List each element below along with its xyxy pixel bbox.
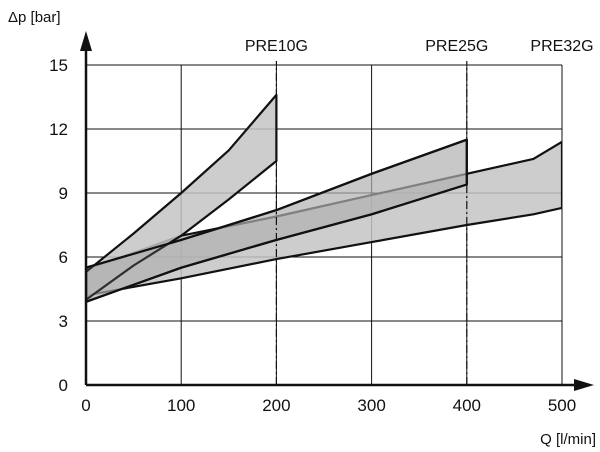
x-tick-label: 300 (357, 396, 385, 415)
y-axis-arrow (80, 31, 92, 51)
y-tick-label: 15 (49, 56, 68, 75)
series-label-pre25g: PRE25G (425, 38, 488, 55)
x-tick-label: 500 (548, 396, 576, 415)
series-label-pre10g: PRE10G (245, 38, 308, 55)
x-tick-label: 200 (262, 396, 290, 415)
x-axis-label: Q [l/min] (540, 431, 596, 448)
tick-labels: 0 100 200 300 400 500 0 3 6 9 12 15 (49, 56, 576, 415)
y-tick-label: 0 (59, 376, 68, 395)
x-tick-label: 400 (453, 396, 481, 415)
bands (86, 93, 562, 303)
y-tick-label: 6 (59, 248, 68, 267)
x-tick-label: 100 (167, 396, 195, 415)
y-tick-label: 3 (59, 312, 68, 331)
x-tick-label: 0 (81, 396, 90, 415)
y-tick-label: 12 (49, 120, 68, 139)
axes (80, 31, 594, 391)
series-limit-lines: PRE10G PRE25G PRE32G (245, 38, 594, 385)
x-axis-arrow (574, 379, 594, 391)
y-tick-label: 9 (59, 184, 68, 203)
y-axis-label: Δp [bar] (8, 9, 61, 26)
series-label-pre32g: PRE32G (530, 38, 593, 55)
